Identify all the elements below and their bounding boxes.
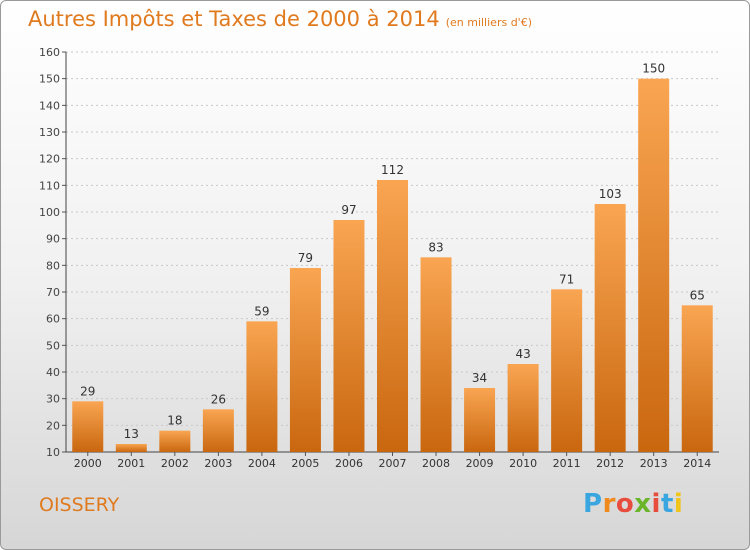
bar bbox=[72, 401, 104, 452]
logo-letter: t bbox=[660, 489, 674, 519]
bar-value-label: 112 bbox=[381, 163, 404, 177]
chart-title-text: Autres Impôts et Taxes de 2000 à 2014 bbox=[28, 7, 440, 31]
y-tick-label: 40 bbox=[46, 366, 60, 379]
bar-value-label: 29 bbox=[80, 384, 95, 398]
logo-letter: i bbox=[673, 489, 684, 519]
bar bbox=[464, 388, 496, 452]
bar-value-label: 34 bbox=[472, 371, 487, 385]
chart-labels: 29 2000 13 2001 18 2002 26 2003 59 2004 79 2005 97 20… bbox=[74, 62, 711, 470]
x-tick-label: 2010 bbox=[509, 457, 537, 470]
x-tick-label: 2007 bbox=[379, 457, 407, 470]
x-tick-label: 2001 bbox=[117, 457, 145, 470]
bar bbox=[333, 220, 365, 452]
bar bbox=[638, 78, 670, 453]
y-tick-label: 90 bbox=[46, 233, 60, 246]
bar bbox=[159, 430, 191, 452]
bar bbox=[202, 409, 234, 452]
bar bbox=[246, 321, 278, 452]
chart-title: Autres Impôts et Taxes de 2000 à 2014 (en… bbox=[28, 7, 532, 31]
x-tick-label: 2004 bbox=[248, 457, 276, 470]
bar bbox=[551, 289, 583, 452]
y-tick-label: 10 bbox=[46, 446, 60, 459]
y-tick-label: 60 bbox=[46, 313, 60, 326]
x-tick-label: 2005 bbox=[291, 457, 319, 470]
x-tick-label: 2008 bbox=[422, 457, 450, 470]
y-tick-label: 140 bbox=[39, 99, 60, 112]
bar-value-label: 13 bbox=[124, 427, 139, 441]
x-tick-label: 2000 bbox=[74, 457, 102, 470]
bar bbox=[681, 305, 713, 452]
logo-letter: x bbox=[634, 489, 652, 519]
bar-value-label: 79 bbox=[298, 251, 313, 265]
chart-subtitle: (en milliers d'€) bbox=[445, 16, 532, 29]
x-tick-label: 2002 bbox=[161, 457, 189, 470]
y-tick-label: 20 bbox=[46, 419, 60, 432]
bar-value-label: 26 bbox=[211, 392, 226, 406]
y-tick-label: 110 bbox=[39, 179, 60, 192]
y-tick-label: 160 bbox=[39, 46, 60, 59]
x-tick-label: 2009 bbox=[466, 457, 494, 470]
x-tick-label: 2014 bbox=[683, 457, 711, 470]
bar-value-label: 43 bbox=[515, 347, 530, 361]
bar-value-label: 71 bbox=[559, 272, 574, 286]
bar-value-label: 150 bbox=[642, 62, 665, 76]
bar bbox=[507, 364, 539, 452]
x-tick-label: 2006 bbox=[335, 457, 363, 470]
y-tick-label: 130 bbox=[39, 126, 60, 139]
x-tick-label: 2013 bbox=[640, 457, 668, 470]
bar bbox=[594, 204, 626, 452]
logo-letter: o bbox=[615, 489, 635, 519]
bar-value-label: 83 bbox=[428, 240, 443, 254]
y-tick-label: 150 bbox=[39, 73, 60, 86]
x-tick-label: 2011 bbox=[553, 457, 581, 470]
logo-letter: P bbox=[583, 489, 603, 519]
y-tick-label: 120 bbox=[39, 153, 60, 166]
bar-value-label: 65 bbox=[690, 288, 705, 302]
y-tick-label: 80 bbox=[46, 259, 60, 272]
bar-value-label: 103 bbox=[599, 187, 622, 201]
bar bbox=[377, 180, 408, 452]
y-tick-label: 100 bbox=[39, 206, 60, 219]
logo-letter: r bbox=[602, 489, 616, 519]
y-tick-label: 30 bbox=[46, 393, 60, 406]
x-tick-label: 2003 bbox=[204, 457, 232, 470]
proxiti-logo: Proxiti bbox=[583, 489, 683, 519]
bar-value-label: 18 bbox=[167, 414, 182, 428]
town-name: OISSERY bbox=[39, 494, 120, 516]
bar-value-label: 97 bbox=[341, 203, 356, 217]
logo-letter: i bbox=[651, 489, 661, 519]
chart-bars bbox=[72, 78, 713, 453]
y-tick-label: 50 bbox=[46, 339, 60, 352]
x-tick-label: 2012 bbox=[596, 457, 624, 470]
bar bbox=[289, 268, 321, 452]
y-tick-label: 70 bbox=[46, 286, 60, 299]
bar bbox=[115, 444, 147, 452]
bar bbox=[420, 257, 452, 452]
chart-axes: 10 20 30 40 50 60 70 80 90 100 110 120 130 140 150 160 bbox=[39, 46, 719, 459]
bar-value-label: 59 bbox=[254, 304, 269, 318]
